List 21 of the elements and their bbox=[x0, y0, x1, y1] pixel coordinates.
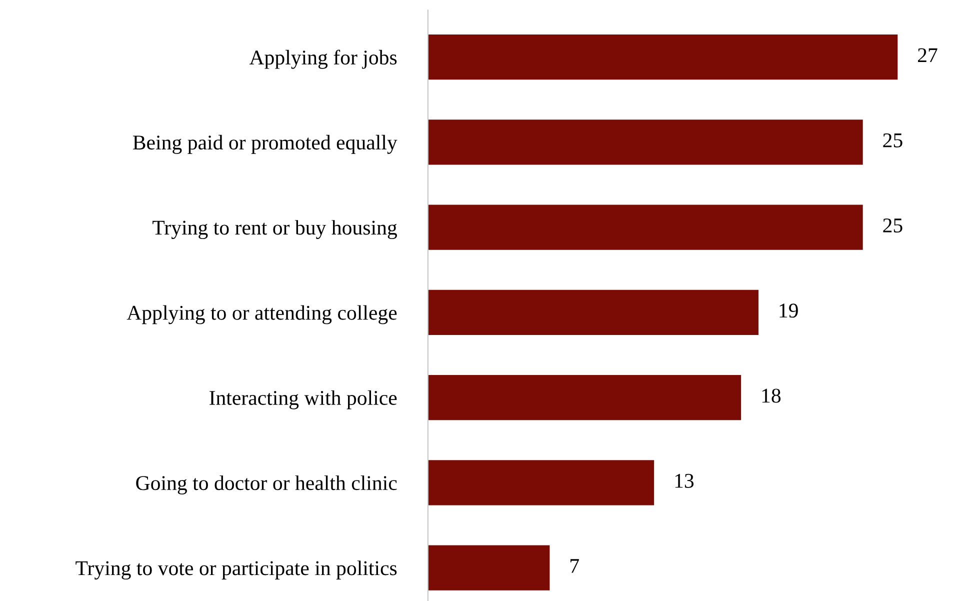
data-label: 7 bbox=[570, 559, 579, 573]
y-tick-label: Trying to vote or participate in politics bbox=[76, 560, 397, 580]
bar bbox=[428, 120, 863, 165]
data-label: 27 bbox=[918, 48, 938, 62]
bar bbox=[428, 374, 742, 420]
y-tick-label: Interacting with police bbox=[210, 390, 397, 410]
data-label: 18 bbox=[762, 388, 781, 403]
bar bbox=[428, 204, 863, 250]
data-label: 25 bbox=[883, 218, 902, 233]
bar bbox=[428, 460, 654, 506]
data-label: 19 bbox=[780, 304, 798, 318]
data-label: 25 bbox=[883, 133, 902, 148]
bar bbox=[428, 34, 898, 80]
y-tick-label: Going to doctor or health clinic bbox=[136, 475, 397, 494]
y-tick-label: Being paid or promoted equally bbox=[132, 134, 398, 154]
y-tick-label: Applying for jobs bbox=[249, 50, 397, 69]
bar bbox=[428, 290, 758, 335]
y-tick-label: Applying to or attending college bbox=[126, 305, 397, 324]
y-tick-label: Trying to rent or buy housing bbox=[152, 220, 397, 240]
bar bbox=[428, 545, 550, 590]
data-label: 13 bbox=[675, 474, 694, 488]
